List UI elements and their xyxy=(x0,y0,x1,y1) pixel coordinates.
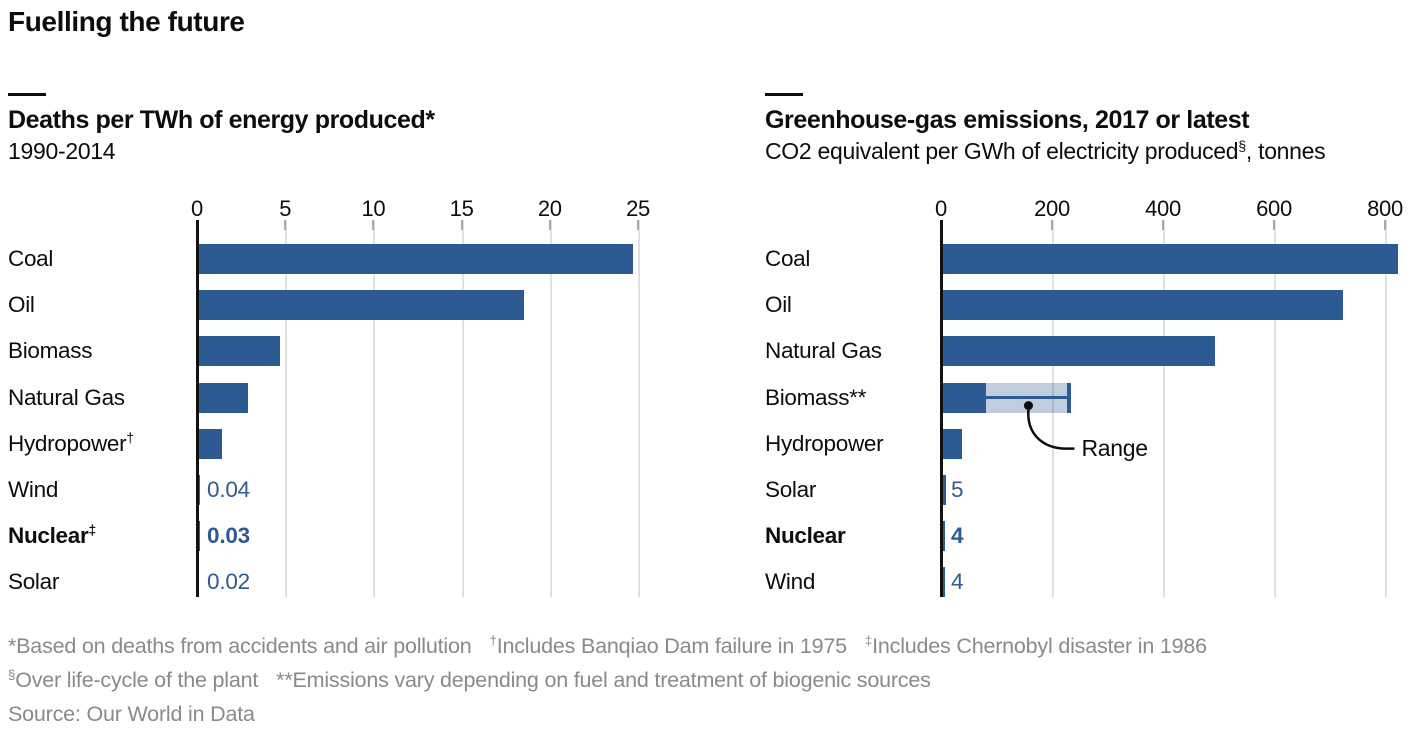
bar xyxy=(943,428,962,459)
value-label: 4 xyxy=(951,523,964,549)
axis-tick xyxy=(372,220,375,230)
chart-panel: Deaths per TWh of energy produced* 1990-2… xyxy=(8,78,672,597)
gridline xyxy=(1163,220,1165,597)
chart-title: Deaths per TWh of energy produced* xyxy=(8,106,435,134)
axis-tick-label: 600 xyxy=(1256,196,1292,221)
bar xyxy=(199,428,222,459)
axis-tick-label: 400 xyxy=(1145,196,1181,221)
value-label: 0.03 xyxy=(207,523,250,549)
value-label: 5 xyxy=(951,477,964,502)
bar-label: Wind xyxy=(765,569,816,595)
bar xyxy=(943,475,946,505)
footnote-line: §Over life-cycle of the plant **Emissions… xyxy=(8,666,931,692)
zero-axis-line xyxy=(940,220,943,597)
chart-subtitle: CO2 equivalent per GWh of electricity pr… xyxy=(765,138,1326,164)
bar xyxy=(943,382,987,413)
title-rule xyxy=(765,93,803,96)
bar xyxy=(943,290,1343,321)
bar xyxy=(943,244,1399,274)
axis-tick xyxy=(637,220,639,230)
bar-label: Hydropower† xyxy=(8,429,134,456)
gridline xyxy=(1052,220,1054,597)
chart-subtitle: 1990-2014 xyxy=(8,138,116,164)
gridline xyxy=(373,220,376,597)
axis-tick-label: 10 xyxy=(361,196,386,221)
bar xyxy=(943,336,1215,367)
bar-label: Wind xyxy=(8,477,59,502)
title-rule xyxy=(8,93,46,96)
axis-tick-label: 15 xyxy=(449,196,474,221)
bar-label: Hydropower xyxy=(765,430,884,456)
axis-tick xyxy=(1273,220,1275,230)
bar-label: Nuclear‡ xyxy=(8,521,96,549)
bar xyxy=(943,567,946,598)
axis-tick-label: 5 xyxy=(279,196,292,221)
gridline xyxy=(461,220,464,597)
value-label: 0.02 xyxy=(207,569,250,595)
plot-area: 0 200 400 600 800 Coal Oil Natural Gas Biomass**… xyxy=(765,194,1419,598)
range-cap xyxy=(1066,382,1071,413)
gridline xyxy=(638,220,640,597)
gridline xyxy=(1274,220,1276,597)
bar-label: Coal xyxy=(8,246,54,271)
footnote-line: *Based on deaths from accidents and air … xyxy=(8,632,1207,658)
source-line: Source: Our World in Data xyxy=(8,702,255,726)
bar xyxy=(199,475,200,505)
bar xyxy=(199,244,633,274)
bar xyxy=(199,521,200,552)
bar-label: Oil xyxy=(765,292,792,318)
plot-area: 0 5 10 15 20 25 Coal Oil Biomass Natural Gas Hydro… xyxy=(8,194,672,597)
bar-label: Biomass xyxy=(8,338,93,364)
bar-label: Nuclear xyxy=(765,523,846,549)
chart-panel: Greenhouse-gas emissions, 2017 or latest… xyxy=(765,78,1419,598)
bar-label: Biomass** xyxy=(765,384,867,410)
zero-axis-line xyxy=(196,220,199,597)
axis-tick-label: 800 xyxy=(1367,196,1403,221)
axis-tick xyxy=(1162,220,1164,230)
bar-label: Solar xyxy=(8,569,60,595)
bar-label: Natural Gas xyxy=(8,384,125,410)
axis-tick xyxy=(1051,220,1053,230)
range-band xyxy=(986,382,1071,413)
axis-tick-label: 25 xyxy=(626,196,650,221)
range-midline xyxy=(986,395,1071,399)
axis-tick xyxy=(1384,220,1386,230)
axis-tick xyxy=(284,220,287,230)
axis-tick-label: 20 xyxy=(537,196,562,221)
axis-tick-label: 200 xyxy=(1034,196,1070,221)
bar xyxy=(199,336,281,367)
gridline xyxy=(1385,220,1387,597)
bar xyxy=(199,382,249,413)
gridline xyxy=(285,220,288,597)
bar-label: Oil xyxy=(8,292,35,318)
bar-label: Coal xyxy=(765,246,811,271)
range-annotation-label: Range xyxy=(1081,434,1148,461)
page-title: Fuelling the future xyxy=(8,6,245,37)
value-label: 0.04 xyxy=(207,477,250,502)
chart-title: Greenhouse-gas emissions, 2017 or latest xyxy=(765,106,1250,134)
footnote-lines: *Based on deaths from accidents and air … xyxy=(8,629,1207,697)
axis-tick xyxy=(548,220,551,230)
bar-label: Natural Gas xyxy=(765,338,882,364)
gridline xyxy=(549,220,552,597)
bar xyxy=(943,521,946,552)
axis-tick xyxy=(460,220,463,230)
bar-label: Solar xyxy=(765,477,817,502)
bar xyxy=(199,290,524,321)
axis-tick-label: 0 xyxy=(935,196,947,221)
footnotes: *Based on deaths from accidents and air … xyxy=(8,629,1207,731)
axis-tick-label: 0 xyxy=(191,196,203,221)
value-label: 4 xyxy=(951,569,964,595)
